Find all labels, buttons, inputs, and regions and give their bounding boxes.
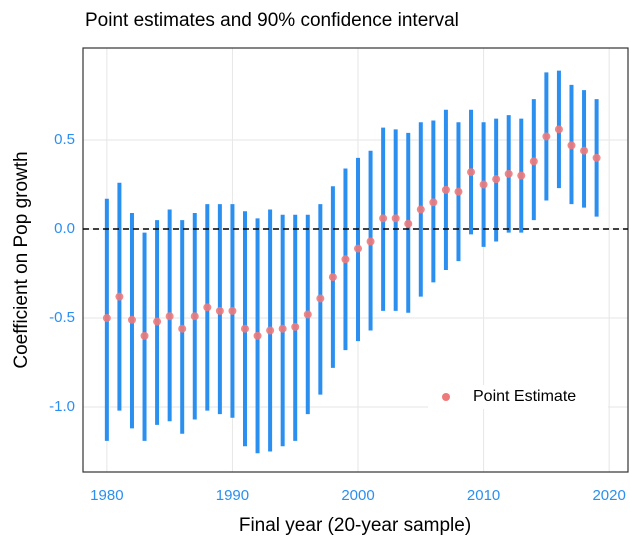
point-estimate (379, 214, 388, 223)
point-estimate (115, 292, 124, 301)
point-estimate (278, 324, 287, 333)
point-estimate (291, 322, 300, 331)
y-tick-label: 0.5 (54, 131, 75, 148)
point-estimate (127, 315, 136, 324)
x-tick-label: 1990 (216, 487, 249, 504)
point-estimate (240, 324, 249, 333)
point-estimate (554, 125, 563, 134)
x-tick-label: 2020 (592, 487, 625, 504)
point-estimate (354, 244, 363, 253)
point-estimate (391, 214, 400, 223)
point-estimate (316, 294, 325, 303)
legend-background (428, 385, 608, 409)
point-estimate (153, 317, 162, 326)
x-tick-label: 1980 (90, 487, 123, 504)
point-estimate (429, 198, 438, 207)
point-estimate (567, 141, 576, 150)
y-tick-label: -0.5 (49, 309, 75, 326)
point-estimate (416, 205, 425, 214)
point-estimate (228, 306, 237, 315)
point-estimate (140, 331, 149, 340)
point-estimate (404, 219, 413, 228)
point-estimate (102, 314, 111, 323)
point-estimate (580, 146, 589, 155)
x-tick-label: 2000 (341, 487, 374, 504)
point-estimate (366, 237, 375, 246)
y-axis-label: Coefficient on Pop growth (11, 151, 32, 368)
point-estimate (253, 331, 262, 340)
point-estimate (215, 306, 224, 315)
point-estimate (341, 255, 350, 264)
point-estimate (467, 168, 476, 177)
x-tick-label: 2010 (467, 487, 500, 504)
point-estimate (454, 187, 463, 196)
point-estimate (165, 312, 174, 321)
point-estimate (303, 310, 312, 319)
point-estimate (529, 157, 538, 166)
legend-label: Point Estimate (473, 388, 576, 405)
point-estimate (328, 273, 337, 282)
point-estimate (504, 169, 513, 178)
point-estimate (479, 180, 488, 189)
point-estimate (190, 312, 199, 321)
point-estimate (266, 326, 275, 335)
y-tick-label: -1.0 (49, 398, 75, 415)
point-estimate (203, 303, 212, 312)
x-axis-label: Final year (20-year sample) (239, 515, 471, 536)
point-estimate (178, 324, 187, 333)
chart-title: Point estimates and 90% confidence inter… (85, 10, 459, 31)
point-estimate (441, 185, 450, 194)
point-estimate (517, 171, 526, 180)
panel-border (82, 47, 629, 473)
point-estimate (592, 153, 601, 162)
legend-marker (442, 393, 450, 401)
point-estimate (492, 175, 501, 184)
y-tick-label: 0.0 (54, 220, 75, 237)
point-estimate (542, 132, 551, 141)
